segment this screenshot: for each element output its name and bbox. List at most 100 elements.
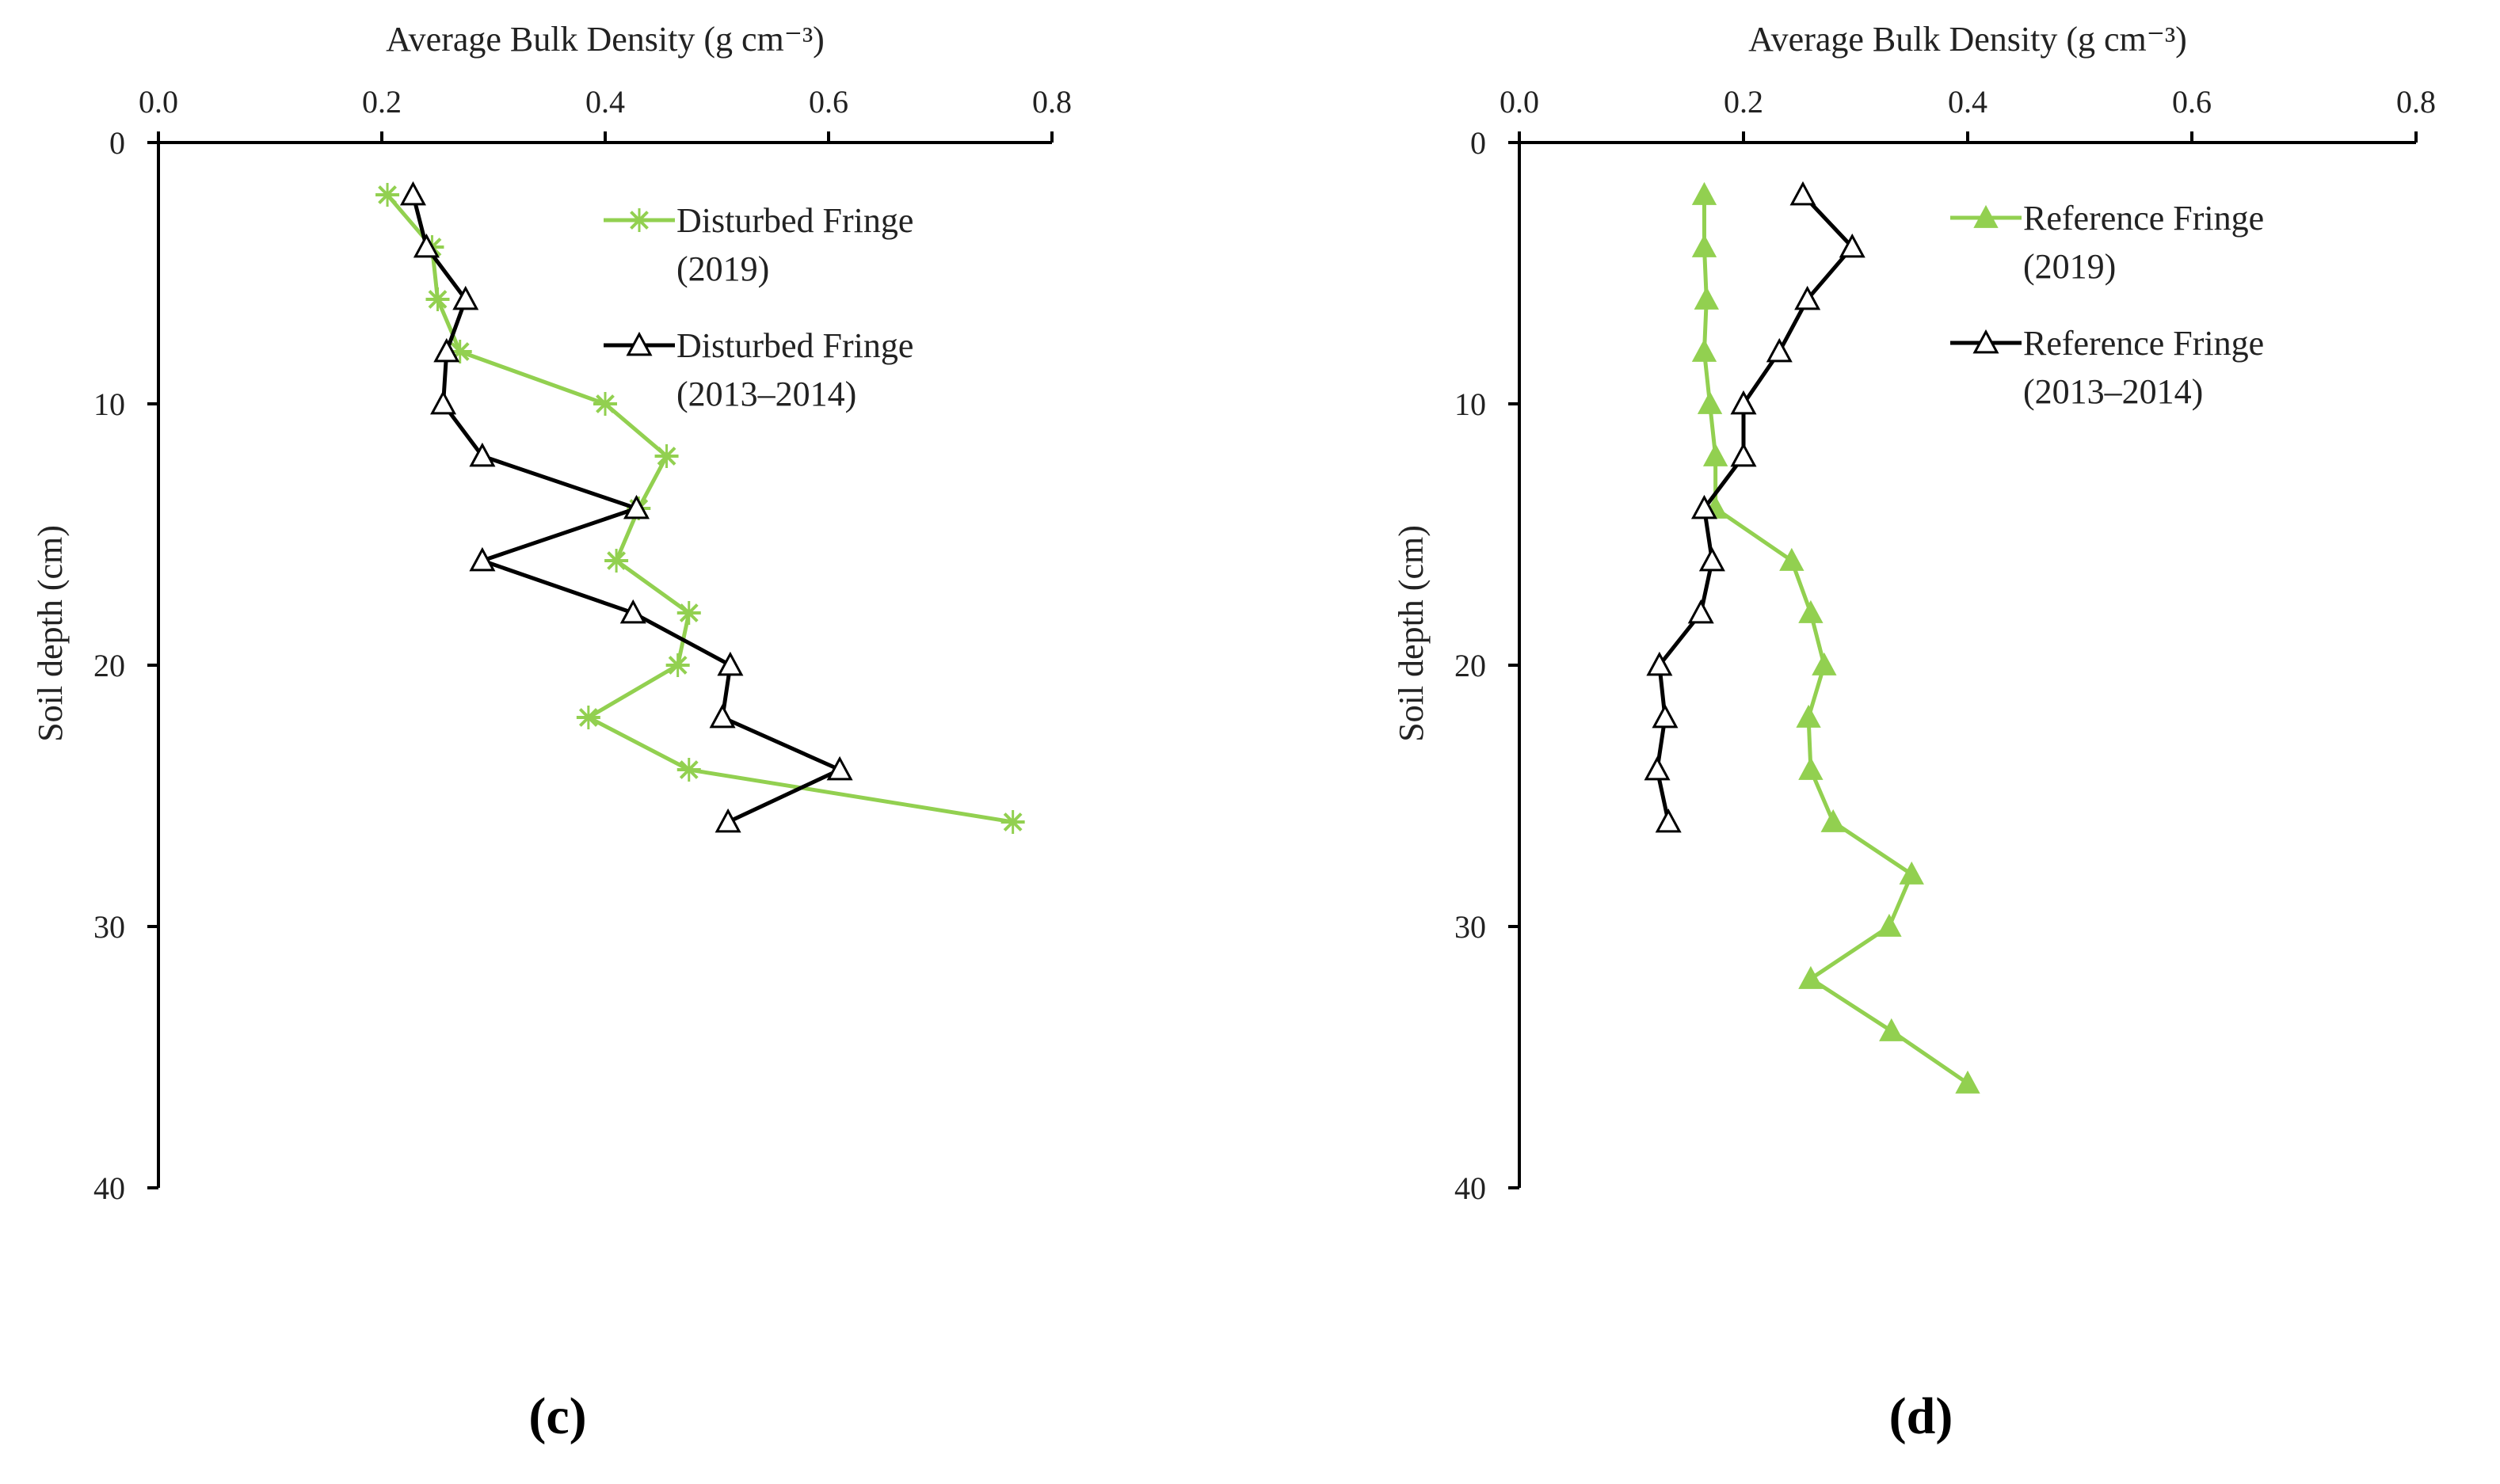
- panel-d-series-1-point: [1789, 181, 1816, 206]
- panel-c-series-1-point: [413, 233, 440, 258]
- panel-d-y-tick-label: 40: [1454, 1170, 1486, 1206]
- panel-d-series-1-point: [1730, 390, 1757, 415]
- panel-d-series-0-point: [1691, 338, 1717, 362]
- panel-d-legend-item-0: Reference Fringe (2019): [1950, 199, 2264, 286]
- panel-d-x-tick-label: 0.4: [1948, 84, 1987, 120]
- panel-c-y-tick-label: 10: [93, 386, 125, 422]
- panel-d-ticks: 0.0 0.2 0.4 0.6 0.8 0 10 20 30 40: [1454, 84, 2436, 1206]
- panel-c-series-0-point: [676, 758, 701, 782]
- panel-c-series-0-point: [425, 287, 450, 311]
- panel-d-series-1-point: [1687, 599, 1714, 624]
- panel-d-legend-swatch-marker: [1973, 204, 1999, 228]
- panel-d-chart: Average Bulk Density (g cm⁻³) Soil depth…: [1392, 20, 2436, 1445]
- panel-c-legend-item-0: Disturbed Fringe (2019): [604, 201, 913, 288]
- panel-c-axes: [157, 141, 1052, 1188]
- panel-d-x-tick-label: 0.0: [1500, 84, 1539, 120]
- panel-d-series-1-point: [1690, 494, 1717, 519]
- panel-d-series-0-point: [1796, 704, 1821, 728]
- panel-c-series-1: [399, 181, 853, 833]
- panel-c-series-1-point: [469, 546, 496, 572]
- panel-d-legend-swatch-marker: [1972, 329, 1999, 354]
- panel-d-series-0-point: [1877, 913, 1902, 937]
- panel-d-series-1-line: [1655, 193, 1855, 823]
- panel-c-series-1-point: [430, 390, 457, 415]
- panel-c-legend-item-1: Disturbed Fringe (2013–2014): [604, 326, 913, 413]
- panel-c-series-1-point: [826, 755, 853, 781]
- panel-d-y-tick-label: 0: [1470, 125, 1486, 161]
- panel-c-series-1-line: [411, 194, 845, 824]
- panel-d-legend-label: Reference Fringe: [2023, 199, 2264, 238]
- panel-d-series-0-point: [1779, 547, 1804, 571]
- panel-d-series-0-point: [1899, 861, 1924, 885]
- panel-c-x-axis-title: Average Bulk Density (g cm⁻³): [386, 20, 825, 59]
- panel-c-series-0-point: [593, 392, 617, 416]
- panel-d-series: [1644, 181, 1980, 1094]
- panel-d-series-0-point: [1812, 652, 1837, 675]
- panel-c-chart: Average Bulk Density (g cm⁻³) Soil depth…: [31, 20, 1072, 1445]
- panel-d-series-1-point: [1655, 808, 1682, 833]
- panel-d-series-0-point: [1820, 809, 1846, 832]
- panel-d-series-1-point: [1644, 755, 1671, 781]
- panel-c-legend-label: Disturbed Fringe: [676, 201, 913, 240]
- panel-c-series-1-point: [469, 442, 496, 467]
- panel-d-series-1-point: [1766, 337, 1793, 363]
- panel-d-series-0-line: [1702, 195, 1969, 1086]
- panel-d-series-0-point: [1697, 390, 1723, 414]
- panel-d-legend-item-1: Reference Fringe (2013–2014): [1950, 324, 2264, 411]
- panel-c-ticks: 0.0 0.2 0.4 0.6 0.8 0 10 20 30 40: [93, 84, 1072, 1206]
- panel-c-series: [375, 181, 1025, 834]
- panel-c-x-tick-label: 0.6: [809, 84, 848, 120]
- panel-c-y-axis-title: Soil depth (cm): [31, 525, 70, 742]
- panel-d-legend: Reference Fringe (2019) Reference Fringe (2…: [1950, 199, 2264, 411]
- panel-c-legend: Disturbed Fringe (2019) Disturbed Fringe (2…: [604, 201, 913, 413]
- panel-c-label: (c): [528, 1387, 586, 1445]
- panel-d-series-0-point: [1694, 286, 1719, 310]
- panel-c-series-0-point: [1000, 810, 1025, 834]
- panel-c-series-0-point: [654, 444, 679, 468]
- panel-d-series-1-point: [1646, 651, 1673, 676]
- panel-d-series-1-point: [1730, 442, 1757, 467]
- panel-d-x-tick-label: 0.2: [1724, 84, 1763, 120]
- panel-d-x-axis-title: Average Bulk Density (g cm⁻³): [1748, 20, 2187, 59]
- panel-c-series-1-point: [709, 703, 736, 729]
- panel-c-legend-label: Disturbed Fringe: [676, 326, 913, 365]
- panel-c-legend-sublabel: (2013–2014): [676, 375, 856, 413]
- panel-c-series-1-point: [619, 599, 646, 624]
- panel-c-legend-swatch-marker: [627, 208, 651, 232]
- panel-c-series-0-point: [665, 653, 690, 677]
- panel-c-y-tick-label: 0: [109, 125, 125, 161]
- panel-c-series-0-point: [576, 706, 600, 729]
- panel-c-y-tick-label: 40: [93, 1170, 125, 1206]
- panel-d-series-1-point: [1839, 233, 1865, 258]
- panel-d-series-0-point: [1798, 756, 1824, 780]
- panel-c-series-0-point: [604, 549, 629, 573]
- panel-d-series-0-point: [1691, 181, 1717, 205]
- panel-d-series-0-point: [1798, 599, 1824, 623]
- panel-d-series-0-point: [1879, 1018, 1904, 1041]
- panel-c-series-0-line: [386, 193, 1014, 824]
- panel-c-x-tick-label: 0.2: [362, 84, 402, 120]
- panel-c-series-1-point: [715, 808, 741, 833]
- panel-c-y-tick-label: 20: [93, 648, 125, 683]
- panel-d-y-axis-title: Soil depth (cm): [1392, 525, 1431, 742]
- panel-d-y-tick-label: 20: [1454, 648, 1486, 683]
- panel-d-legend-sublabel: (2013–2014): [2023, 372, 2203, 411]
- panel-d-series-0-point: [1955, 1070, 1980, 1094]
- panel-c-series-1-point: [623, 494, 650, 519]
- panel-d-y-tick-label: 10: [1454, 386, 1486, 422]
- panel-d-series-1-point: [1794, 285, 1821, 310]
- panel-c-y-tick-label: 30: [93, 909, 125, 945]
- panel-c-x-tick-label: 0.0: [139, 84, 178, 120]
- panel-c-series-0-point: [375, 183, 400, 207]
- panel-d-series-0-point: [1798, 965, 1824, 989]
- panel-d-legend-sublabel: (2019): [2023, 247, 2116, 286]
- panel-c-series-1-point: [717, 651, 744, 676]
- panel-d-x-tick-label: 0.8: [2396, 84, 2436, 120]
- panel-d-x-tick-label: 0.6: [2172, 84, 2212, 120]
- panel-d-legend-label: Reference Fringe: [2023, 324, 2264, 363]
- panel-d-label: (d): [1889, 1387, 1953, 1445]
- panel-d-series-1: [1644, 181, 1865, 833]
- panel-d-series-1-point: [1652, 703, 1679, 729]
- panel-c-x-tick-label: 0.8: [1032, 84, 1072, 120]
